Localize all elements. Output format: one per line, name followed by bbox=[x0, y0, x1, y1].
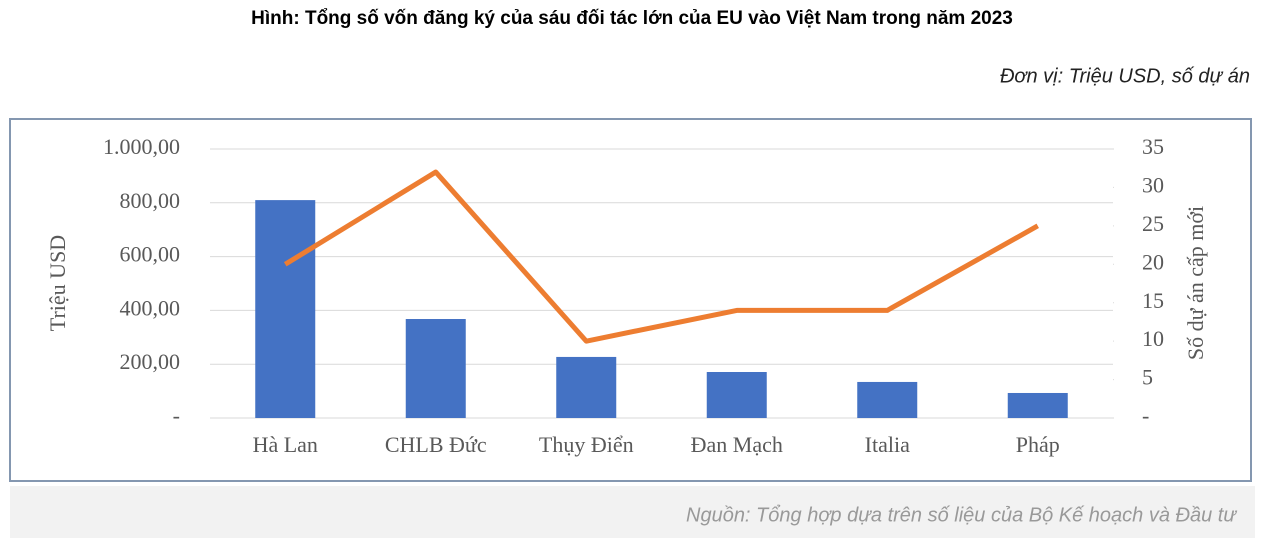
y-tick-label: 600,00 bbox=[120, 242, 181, 267]
bar bbox=[706, 372, 767, 418]
source-note: Nguồn: Tổng hợp dựa trên số liệu của Bộ … bbox=[686, 504, 1237, 526]
y2-tick-label: 5 bbox=[1142, 365, 1153, 390]
bar bbox=[556, 356, 617, 418]
chart-frame bbox=[9, 118, 1252, 482]
unit-note: Đơn vị: Triệu USD, số dự án bbox=[1000, 65, 1250, 87]
y2-tick-label: - bbox=[1142, 403, 1149, 428]
bar bbox=[1007, 392, 1068, 418]
y-tick-label: 1.000,00 bbox=[103, 134, 180, 159]
y2-tick-label: 25 bbox=[1142, 211, 1164, 236]
y2-tick-label: 30 bbox=[1142, 172, 1164, 197]
x-tick-label: Thụy Điển bbox=[539, 432, 634, 457]
x-tick-label: Đan Mạch bbox=[691, 432, 783, 457]
y2-tick-label: 20 bbox=[1142, 249, 1164, 274]
line bbox=[283, 169, 1039, 344]
y-tick-label: 800,00 bbox=[120, 188, 181, 213]
bar bbox=[255, 200, 316, 418]
y2-tick-label: 35 bbox=[1142, 134, 1164, 159]
y-tick-label: 200,00 bbox=[120, 349, 181, 374]
y2-tick-label: 10 bbox=[1142, 326, 1164, 351]
y2-axis-title: Số dự án cấp mới bbox=[1183, 206, 1208, 360]
y2-tick-label: 15 bbox=[1142, 288, 1164, 313]
chart-title: Hình: Tổng số vốn đăng ký của sáu đối tá… bbox=[251, 8, 1013, 29]
y-axis-title: Triệu USD bbox=[45, 235, 70, 331]
x-tick-label: Pháp bbox=[1016, 432, 1060, 457]
x-tick-label: Italia bbox=[865, 432, 910, 457]
bar bbox=[405, 319, 466, 418]
y-tick-label: 400,00 bbox=[120, 295, 181, 320]
source-strip bbox=[10, 486, 1255, 538]
x-tick-label: Hà Lan bbox=[253, 432, 318, 457]
bar bbox=[857, 381, 918, 418]
y-tick-label: - bbox=[173, 403, 180, 428]
x-tick-label: CHLB Đức bbox=[385, 432, 487, 457]
